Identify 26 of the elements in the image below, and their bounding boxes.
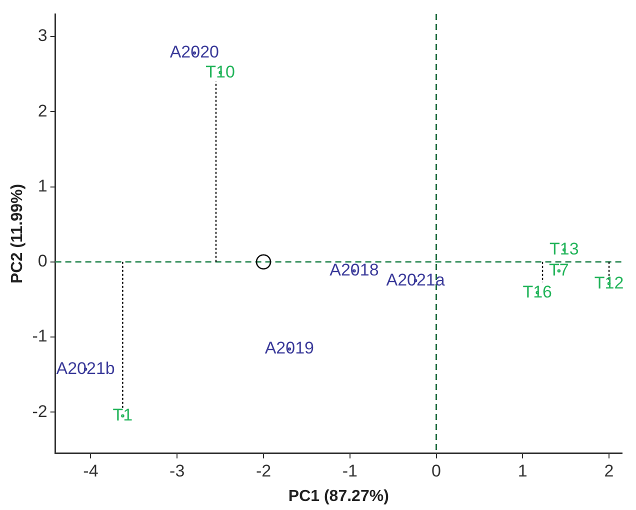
data-label: A2021b [56, 358, 115, 378]
data-label: T7 [549, 260, 569, 280]
y-axis-title: PC2 (11.99%) [9, 184, 26, 284]
x-tick-label: -2 [256, 461, 272, 480]
y-tick-label: 2 [38, 101, 48, 120]
y-tick-label: 0 [38, 252, 48, 271]
y-tick-label: 1 [38, 176, 48, 196]
y-tick-label: -2 [32, 402, 48, 421]
data-label: T10 [206, 62, 235, 82]
data-label: A2019 [264, 338, 314, 358]
x-tick-label: -4 [83, 461, 98, 480]
x-tick-label: -3 [170, 461, 185, 480]
x-tick-label: 1 [518, 461, 528, 480]
y-tick-label: -1 [32, 326, 48, 346]
data-label: T1 [112, 406, 133, 425]
data-label: A2018 [330, 260, 379, 280]
data-label: T13 [549, 240, 579, 259]
x-tick-label: 2 [604, 461, 614, 480]
data-label: T16 [522, 282, 552, 302]
x-tick-label: 0 [432, 461, 442, 480]
x-tick-label: -1 [342, 461, 358, 480]
y-tick-label: 3 [38, 26, 48, 46]
data-label: A2021a [386, 270, 446, 290]
data-label: A2020 [170, 42, 219, 62]
x-axis-title: PC1 (87.27%) [288, 488, 389, 505]
data-label: T12 [594, 273, 624, 292]
